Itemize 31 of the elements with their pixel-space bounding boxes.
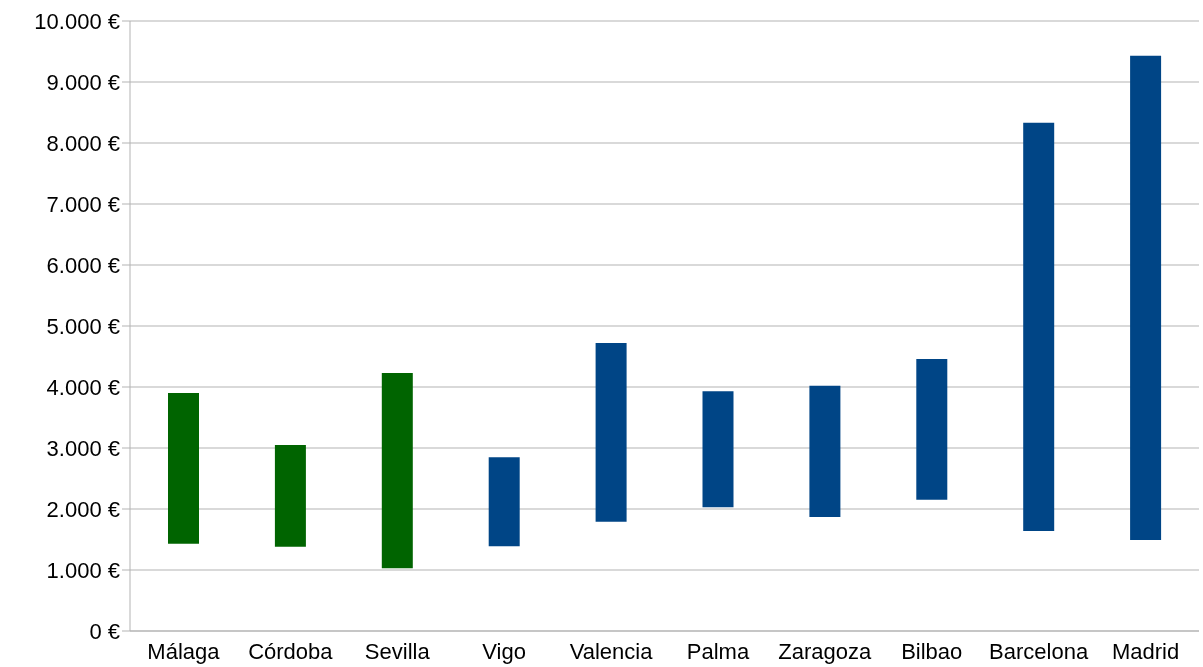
y-tick-label: 1.000 €	[46, 557, 120, 583]
x-tick-label: Córdoba	[248, 638, 334, 664]
y-tick-label: 6.000 €	[46, 252, 120, 278]
x-tick-label: Madrid	[1111, 638, 1180, 664]
bar	[595, 343, 627, 522]
x-tick-label: Bilbao	[901, 638, 963, 664]
bar	[809, 385, 841, 517]
x-tick-label: Barcelona	[989, 638, 1089, 664]
bar	[274, 444, 306, 547]
x-tick-label: Sevilla	[364, 638, 431, 664]
y-tick-label: 9.000 €	[46, 69, 120, 95]
y-tick-label: 4.000 €	[46, 374, 120, 400]
bar	[1023, 122, 1055, 531]
x-tick-label: Valencia	[569, 638, 654, 664]
y-tick-label: 8.000 €	[46, 130, 120, 156]
y-tick-label: 0 €	[89, 618, 120, 644]
bar	[488, 457, 520, 547]
x-tick-label: Málaga	[147, 638, 221, 664]
y-tick-label: 5.000 €	[46, 313, 120, 339]
x-tick-label: Palma	[686, 638, 750, 664]
y-tick-label: 3.000 €	[46, 435, 120, 461]
bar	[702, 391, 734, 508]
bar	[381, 372, 413, 569]
y-tick-label: 2.000 €	[46, 496, 120, 522]
bar	[1130, 55, 1162, 541]
y-tick-label: 10.000 €	[34, 8, 120, 34]
bar	[168, 393, 199, 544]
y-tick-label: 7.000 €	[46, 191, 120, 217]
x-tick-label: Vigo	[482, 638, 526, 664]
x-tick-label: Zaragoza	[778, 638, 873, 664]
bar	[916, 358, 948, 500]
